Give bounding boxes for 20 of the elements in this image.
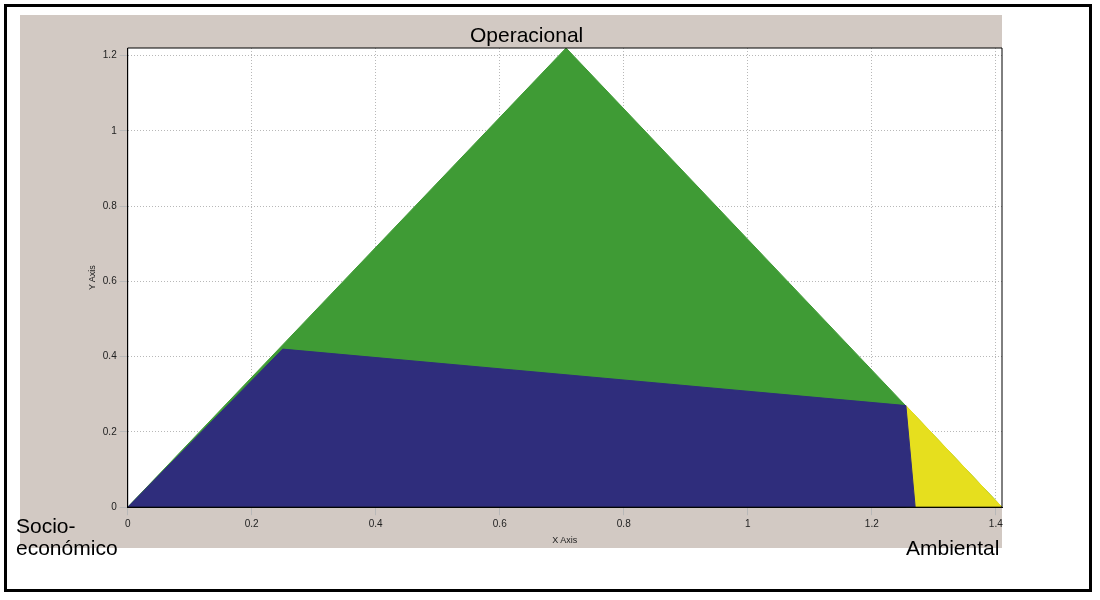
text: Socio- económico <box>16 514 118 559</box>
y-tick-label: 0 <box>111 500 118 512</box>
text: Operacional <box>470 23 584 46</box>
y-tick-label: 0.2 <box>102 425 118 437</box>
x-tick-label: 0.8 <box>616 517 632 529</box>
y-tick-label: 1.2 <box>102 49 118 61</box>
y-tick-label: 0.4 <box>102 350 118 362</box>
x-tick-label: 1 <box>744 517 751 529</box>
y-tick-label: 0.6 <box>102 275 118 287</box>
y-tick-label: 1 <box>111 124 118 136</box>
x-tick-label: 0.4 <box>368 517 384 529</box>
x-tick-label: 0 <box>124 517 131 529</box>
x-tick-label: 1.4 <box>988 517 1004 529</box>
x-axis-title: X Axis <box>552 535 578 546</box>
x-tick-label: 0.2 <box>244 517 260 529</box>
y-axis-title: Y Axis <box>86 264 97 291</box>
text: Ambiental <box>906 536 1000 559</box>
x-tick-label: 0.6 <box>492 517 508 529</box>
y-tick-label: 0.8 <box>102 199 118 211</box>
x-tick-label: 1.2 <box>864 517 880 529</box>
